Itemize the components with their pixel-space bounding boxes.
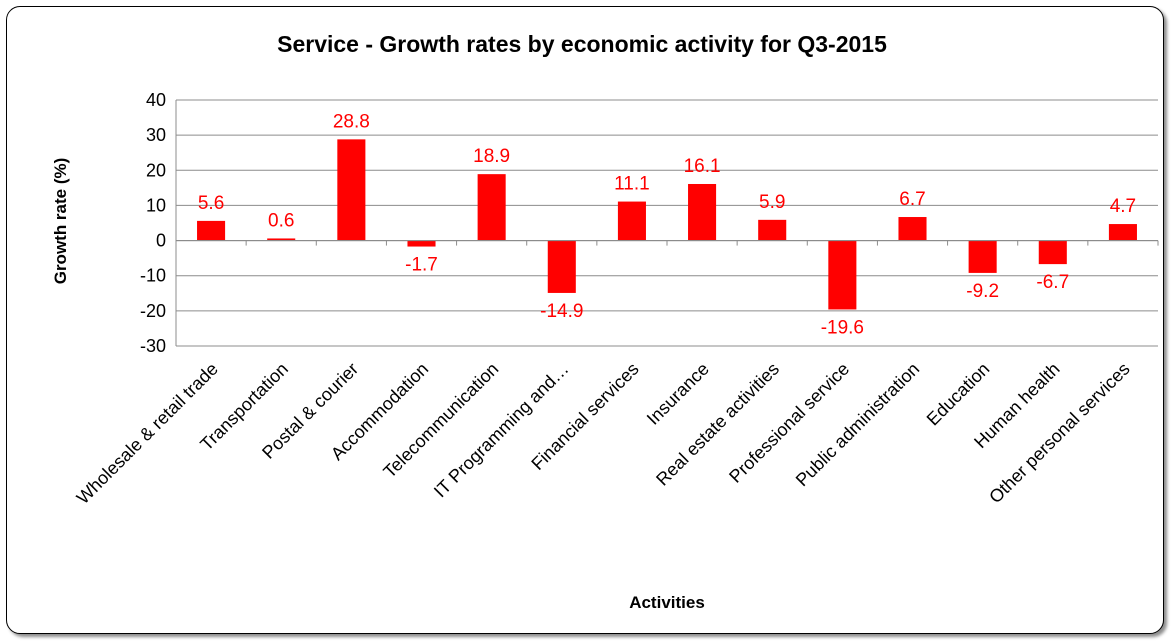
x-tick-label: Public administration	[792, 359, 924, 491]
bar	[337, 139, 366, 241]
x-tick-label: Real estate activities	[652, 359, 783, 490]
data-label: 16.1	[684, 156, 721, 177]
bar	[547, 240, 576, 293]
data-labels: 5.6 0.6 28.8 -1.7 18.9 -14.9 11.1 16.1 5.9 -19.6 6…	[198, 111, 1136, 338]
bar	[197, 220, 226, 241]
bar	[968, 240, 997, 273]
x-tick-label: Telecommunication	[379, 359, 502, 482]
y-tick-label: 10	[146, 195, 166, 215]
data-label: 4.7	[1110, 196, 1136, 217]
bar	[898, 217, 927, 241]
x-tick-label: Professional service	[725, 359, 853, 487]
x-tick-label: IT Programming and…	[430, 359, 573, 502]
bar	[617, 201, 646, 241]
bar	[1038, 240, 1067, 265]
bar	[477, 174, 506, 241]
bar	[828, 240, 857, 310]
axes	[175, 100, 1159, 346]
bar	[267, 238, 296, 241]
data-label: 0.6	[268, 210, 294, 231]
y-tick-labels: 40 30 20 10 0 -10 -20 -30	[140, 90, 166, 356]
chart-frame	[6, 6, 1164, 634]
gridlines	[176, 99, 1158, 347]
data-label: 6.7	[899, 189, 925, 210]
data-label: -1.7	[405, 255, 438, 276]
y-tick-label: 40	[146, 90, 166, 110]
y-tick-label: 30	[146, 125, 166, 145]
data-label: 18.9	[473, 146, 510, 167]
x-tick-label: Other personal services	[985, 359, 1134, 508]
x-tick-label: Wholesale & retail trade	[73, 359, 222, 508]
data-label: -14.9	[540, 301, 583, 322]
data-label: -9.2	[966, 281, 999, 302]
y-tick-label: 0	[156, 231, 166, 251]
x-axis-label: Activities	[629, 593, 705, 612]
x-tick-label: Insurance	[643, 359, 713, 429]
x-tick-label: Education	[923, 359, 994, 430]
data-label: -19.6	[821, 317, 864, 338]
y-axis-label: Growth rate (%)	[51, 158, 70, 285]
x-tick-labels: Wholesale & retail tradeTransportationPo…	[73, 359, 1134, 508]
y-tick-label: 20	[146, 160, 166, 180]
y-tick-label: -30	[140, 336, 166, 356]
data-label: 11.1	[614, 174, 650, 195]
data-label: 5.6	[198, 193, 224, 214]
bar	[407, 240, 436, 247]
data-label: 5.9	[759, 192, 785, 213]
bars	[197, 139, 1137, 310]
bar	[1108, 224, 1137, 241]
data-label: 28.8	[333, 111, 370, 132]
chart-title: Service - Growth rates by economic activ…	[277, 31, 887, 57]
data-label: -6.7	[1036, 272, 1069, 293]
bar	[758, 219, 787, 241]
bar	[688, 183, 717, 241]
y-tick-label: -20	[140, 301, 166, 321]
y-tick-label: -10	[140, 266, 166, 286]
